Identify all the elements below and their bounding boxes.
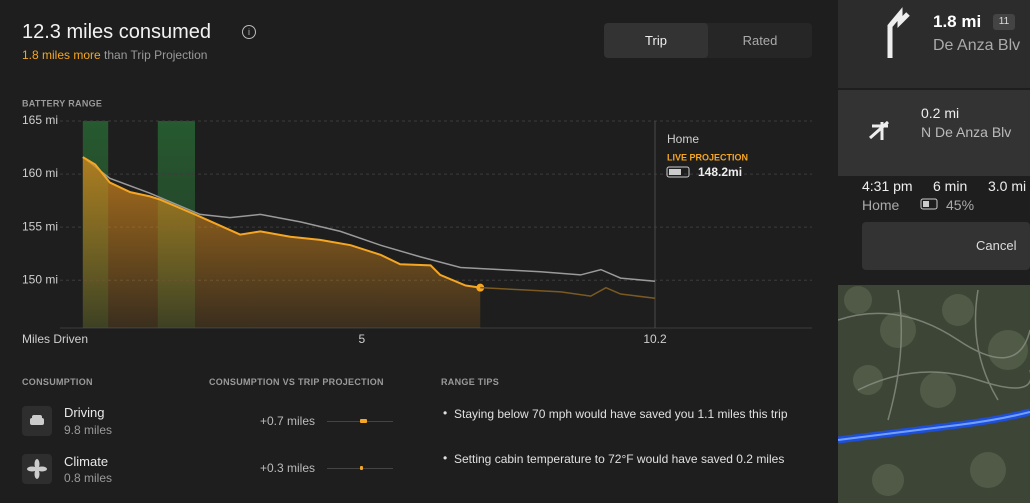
- y-tick-label: 165 mi: [22, 113, 58, 127]
- fan-glyph: [27, 459, 47, 479]
- arrival-time: 4:31 pm: [862, 178, 913, 194]
- next-road: De Anza Blv: [933, 37, 1021, 54]
- section-header: CONSUMPTION: [22, 377, 93, 387]
- item-label: Climate: [64, 454, 109, 469]
- tab-trip[interactable]: Trip: [604, 23, 708, 58]
- then-distance: 0.2 mi: [921, 105, 960, 121]
- subtitle: 1.8 miles more than Trip Projection: [22, 48, 207, 62]
- bullet: •: [443, 406, 448, 420]
- x-tick-label: 10.2: [643, 332, 667, 346]
- section-header: RANGE TIPS: [441, 377, 500, 387]
- battery-icon: [666, 166, 690, 178]
- bullet: •: [443, 451, 448, 465]
- line: [480, 286, 656, 300]
- tip: Staying below 70 mph would have saved yo…: [454, 407, 788, 421]
- cancel-button[interactable]: Cancel: [976, 238, 1017, 253]
- battery-fill: [669, 169, 681, 175]
- battery-level: 45%: [946, 197, 975, 213]
- car-glyph: [30, 415, 44, 425]
- comparison-label: +0.7 miles: [259, 414, 315, 428]
- item-value: 0.8 miles: [64, 471, 113, 485]
- info-icon[interactable]: i: [242, 25, 256, 39]
- line: [82, 156, 656, 283]
- line: [82, 156, 481, 289]
- then-road: N De Anza Blv: [921, 124, 1012, 140]
- trip-distance: 3.0 mi: [988, 178, 1027, 194]
- car-icon: [22, 406, 52, 436]
- annotation-label: LIVE PROJECTION: [667, 152, 748, 162]
- annotation-value: 148.2mi: [698, 165, 742, 179]
- title: 12.3 miles consumed: [22, 21, 211, 43]
- x-axis-label: Miles Driven: [22, 332, 88, 346]
- y-tick-label: 155 mi: [22, 219, 58, 233]
- chart-title: BATTERY RANGE: [22, 98, 102, 108]
- battery-chart: BATTERY RANGE Miles Driven 150 mi 155 mi 1…: [22, 98, 812, 346]
- item-label: Driving: [64, 405, 105, 420]
- comparison-label: +0.3 miles: [259, 461, 315, 475]
- exit-badge: 11: [993, 14, 1015, 30]
- map: [838, 0, 1030, 503]
- comparison-bar: [360, 419, 367, 423]
- tip: Setting cabin temperature to 72°F would …: [454, 452, 785, 466]
- x-tick-label: 5: [359, 332, 366, 346]
- item-value: 9.8 miles: [64, 423, 113, 437]
- tab-rated[interactable]: Rated: [742, 33, 778, 48]
- delta-suffix: than Trip Projection: [104, 48, 208, 62]
- tab-group: Trip Rated: [604, 23, 812, 58]
- comparison-bar: [360, 466, 363, 470]
- annotation-destination: Home: [667, 132, 699, 146]
- duration: 6 min: [933, 178, 968, 194]
- y-tick-label: 150 mi: [22, 272, 58, 286]
- y-tick-label: 160 mi: [22, 166, 58, 180]
- section-header: CONSUMPTION VS TRIP PROJECTION: [209, 377, 384, 387]
- delta: 1.8 miles more: [22, 48, 101, 62]
- next-distance: 1.8 mi: [933, 12, 982, 31]
- destination: Home: [862, 197, 900, 213]
- area: [82, 157, 481, 328]
- fan-icon: [22, 454, 52, 484]
